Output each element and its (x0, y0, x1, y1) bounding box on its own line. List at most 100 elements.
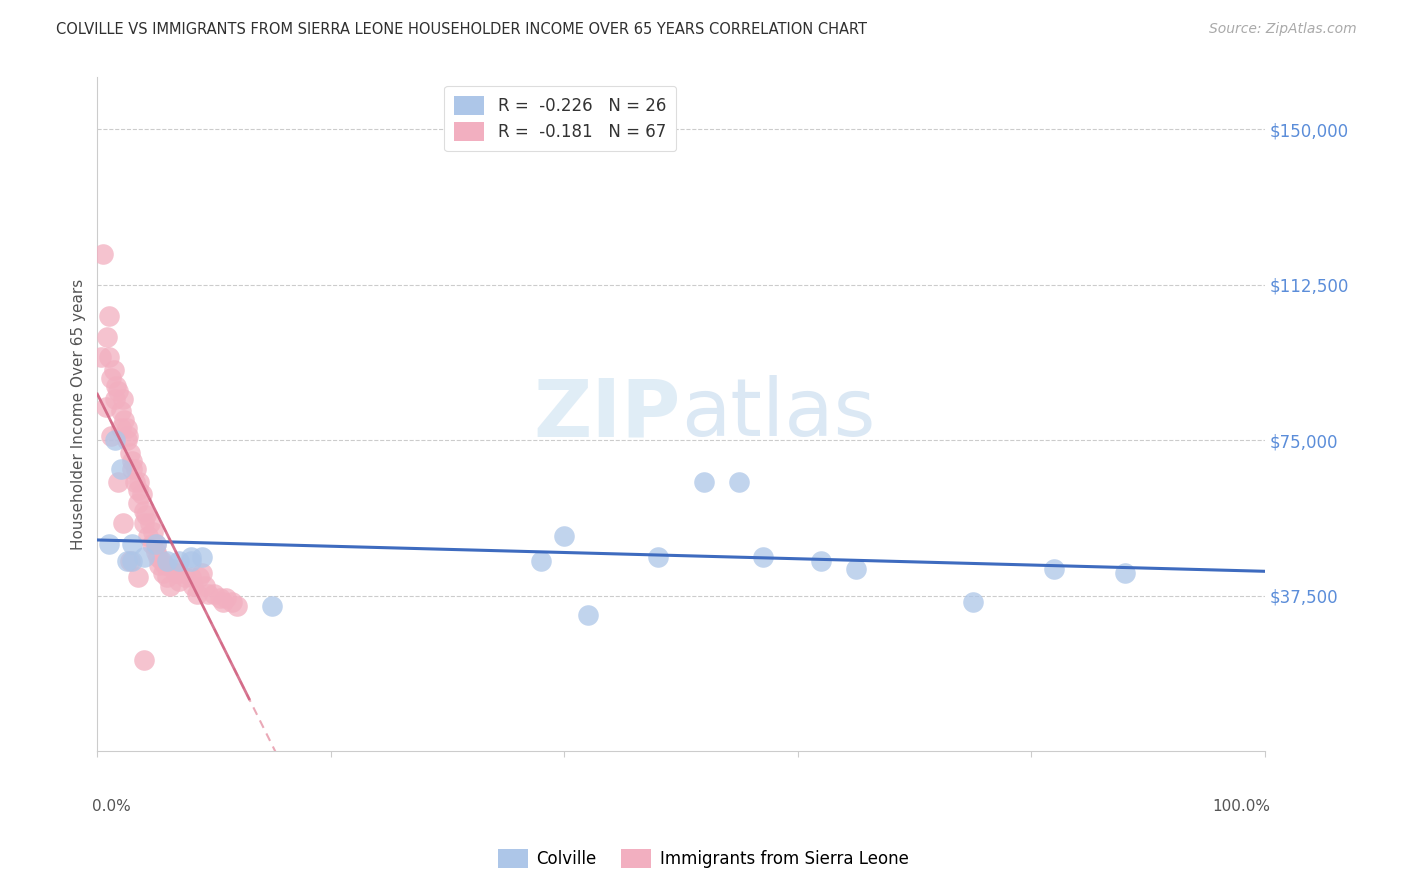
Point (110, 421, 132, 435)
Point (128, 475, 150, 489)
Point (121, 554, 143, 568)
Point (162, 562, 184, 576)
Y-axis label: Householder Income Over 65 years: Householder Income Over 65 years (72, 279, 86, 550)
Point (208, 591, 231, 605)
Point (110, 404, 132, 418)
Point (117, 429, 139, 443)
Point (127, 570, 149, 584)
Legend: Colville, Immigrants from Sierra Leone: Colville, Immigrants from Sierra Leone (491, 842, 915, 875)
Point (194, 578, 217, 592)
Point (150, 554, 173, 568)
Text: 100.0%: 100.0% (1212, 798, 1271, 814)
Point (145, 537, 167, 551)
Point (132, 504, 155, 518)
Point (145, 537, 167, 551)
Point (100, 429, 122, 443)
Point (167, 566, 190, 581)
Point (530, 554, 553, 568)
Point (135, 508, 157, 522)
Point (167, 574, 190, 589)
Point (215, 591, 238, 605)
Point (145, 545, 167, 559)
Point (181, 578, 204, 592)
Point (136, 529, 159, 543)
Point (112, 516, 135, 531)
Text: COLVILLE VS IMMIGRANTS FROM SIERRA LEONE HOUSEHOLDER INCOME OVER 65 YEARS CORREL: COLVILLE VS IMMIGRANTS FROM SIERRA LEONE… (56, 22, 868, 37)
Point (127, 483, 149, 498)
Point (202, 587, 225, 601)
Point (1114, 566, 1136, 581)
Text: Source: ZipAtlas.com: Source: ZipAtlas.com (1209, 22, 1357, 37)
Legend: R =  -0.226   N = 26, R =  -0.181   N = 67: R = -0.226 N = 26, R = -0.181 N = 67 (444, 86, 676, 151)
Point (132, 516, 155, 531)
Point (118, 446, 141, 460)
Point (751, 549, 773, 564)
Point (153, 558, 176, 572)
Point (156, 570, 179, 584)
Point (96, 329, 118, 343)
Point (174, 570, 197, 584)
Point (156, 554, 179, 568)
Point (94, 401, 117, 415)
Point (212, 595, 235, 609)
Point (142, 524, 165, 539)
Point (197, 587, 219, 601)
Point (121, 454, 143, 468)
Point (107, 475, 129, 489)
Point (166, 566, 188, 581)
Point (146, 549, 169, 564)
Point (1043, 562, 1066, 576)
Point (167, 554, 190, 568)
Point (845, 562, 868, 576)
Point (112, 392, 135, 406)
Point (693, 475, 716, 489)
Point (115, 421, 138, 435)
Point (98, 351, 121, 365)
Point (100, 371, 122, 385)
Text: atlas: atlas (681, 376, 876, 453)
Point (115, 434, 138, 448)
Point (104, 434, 127, 448)
Point (262, 599, 284, 614)
Point (180, 554, 202, 568)
Point (103, 363, 125, 377)
Point (159, 578, 181, 592)
Point (647, 549, 669, 564)
Point (186, 587, 208, 601)
Point (553, 529, 575, 543)
Point (152, 566, 174, 581)
Point (148, 558, 170, 572)
Point (139, 516, 162, 531)
Point (226, 599, 249, 614)
Point (107, 384, 129, 398)
Point (125, 462, 148, 476)
Point (221, 595, 243, 609)
Point (191, 549, 214, 564)
Point (810, 554, 832, 568)
Point (962, 595, 984, 609)
Point (110, 462, 132, 476)
Point (112, 412, 135, 426)
Point (98, 537, 121, 551)
Point (127, 495, 149, 509)
Point (105, 379, 128, 393)
Point (121, 537, 143, 551)
Point (118, 554, 141, 568)
Point (180, 570, 202, 584)
Point (191, 566, 214, 581)
Point (131, 487, 153, 501)
Point (124, 475, 146, 489)
Point (187, 570, 209, 584)
Point (728, 475, 751, 489)
Point (104, 392, 127, 406)
Point (132, 653, 155, 667)
Point (576, 607, 599, 622)
Point (132, 549, 155, 564)
Point (91, 246, 114, 260)
Point (121, 462, 143, 476)
Point (98, 309, 121, 323)
Text: ZIP: ZIP (534, 376, 681, 453)
Point (115, 554, 138, 568)
Point (90, 351, 112, 365)
Point (180, 549, 202, 564)
